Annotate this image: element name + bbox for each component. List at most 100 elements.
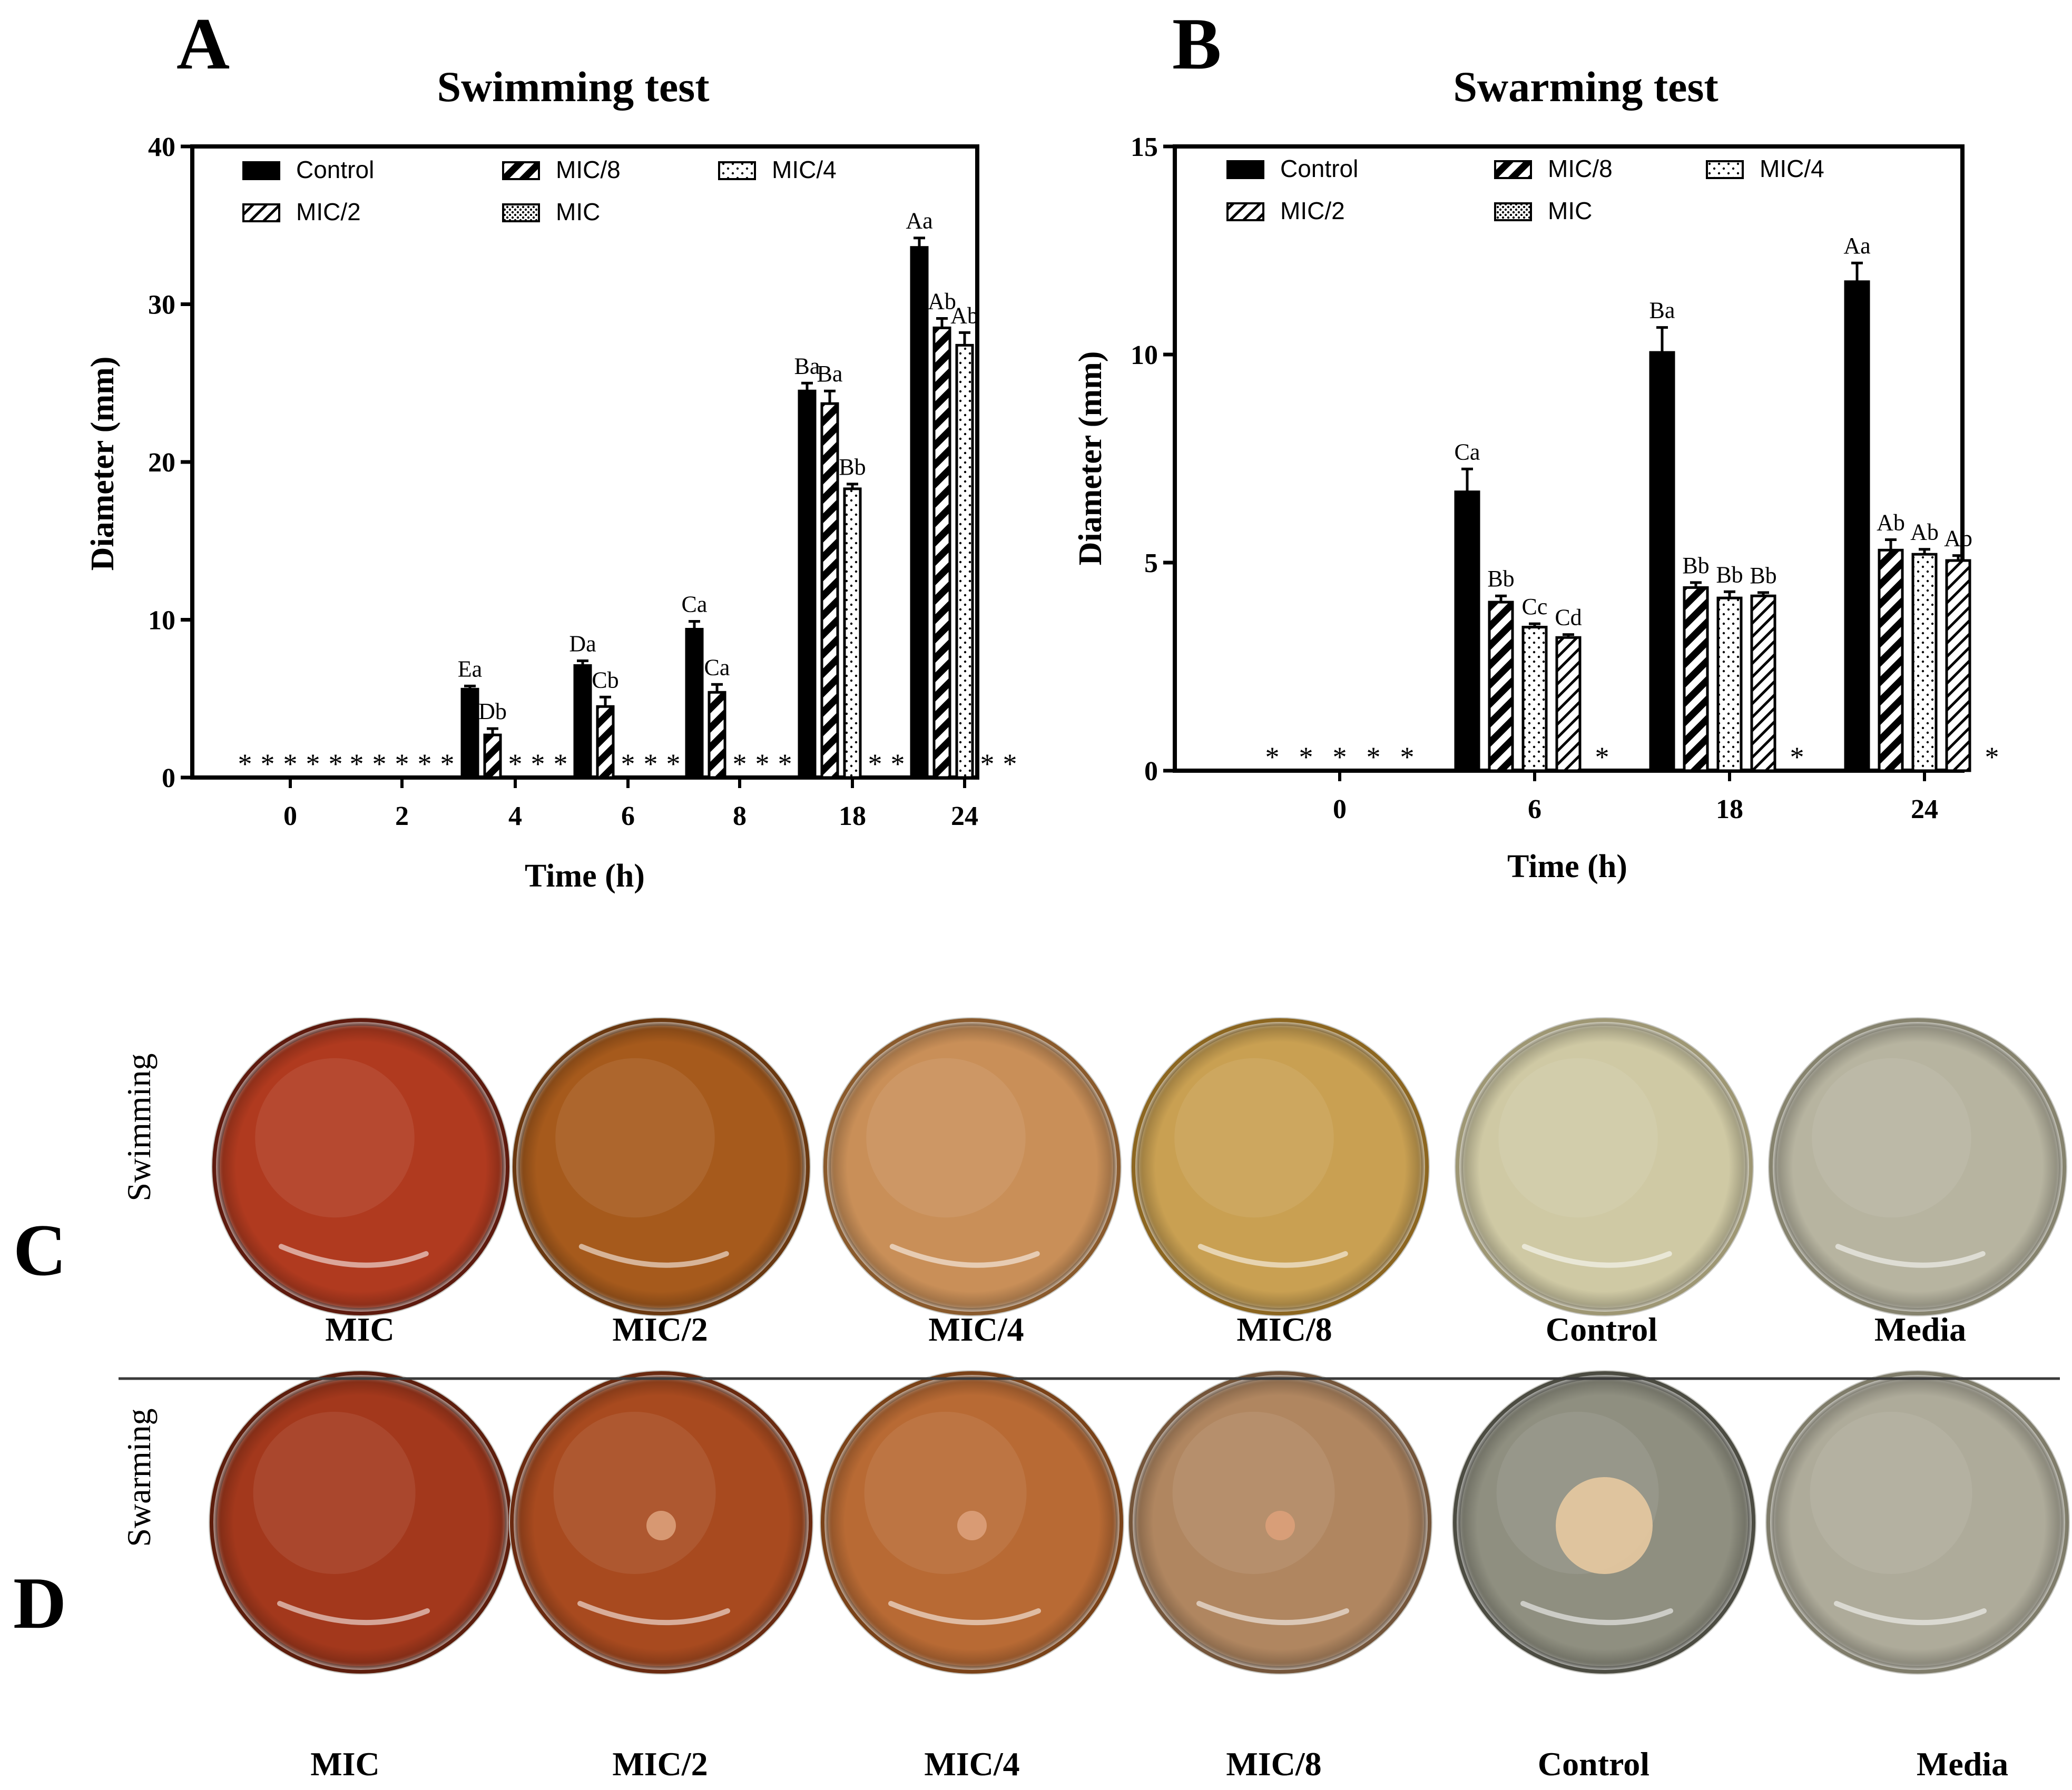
plate-glass	[1773, 1022, 2063, 1312]
panel-letter-b: B	[1172, 3, 1221, 85]
swarm-legend-swatch-control	[1226, 160, 1264, 179]
swarm-bar-mic-2-6	[1555, 636, 1582, 772]
swim-legend-swatch-control	[242, 161, 280, 180]
swim-legend-label-mic-8: MIC/8	[556, 156, 621, 183]
swarm-data-label-mic-8-6: Bb	[1487, 566, 1514, 592]
swarm-bar-control-24	[1844, 280, 1870, 772]
panel-letter-c: C	[13, 1209, 66, 1291]
swarm-ylabel: Diameter (mm)	[1073, 351, 1108, 566]
swim-asterisk-mic-8-0: *	[261, 748, 275, 780]
plate-glass	[1135, 1022, 1425, 1312]
swim-asterisk-mic-2: *	[440, 748, 455, 780]
swarm-bar-mic-8-24	[1878, 548, 1904, 772]
swim-asterisk-mic-2-6: *	[644, 748, 658, 780]
inoculation-spot	[957, 1511, 987, 1540]
plate-reflection	[277, 1601, 430, 1626]
swim-legend-swatch-mic-4	[718, 161, 756, 180]
panel-letter-a: A	[176, 3, 230, 85]
plate-caption-swarming-mic-4: MIC/4	[924, 1745, 1019, 1783]
swim-xlabel: Time (h)	[525, 858, 645, 894]
plate-caption-swimming-mic: MIC	[325, 1311, 395, 1348]
swim-bar-control-6	[573, 664, 592, 779]
swim-ytick-label: 30	[148, 290, 175, 320]
plate-glass	[1770, 1375, 2065, 1670]
swim-bar-mic-8-4	[483, 733, 502, 779]
swim-asterisk-mic-2-4: *	[531, 748, 545, 780]
swim-bar-control-4	[460, 687, 479, 779]
plate-caption-swimming-mic-2: MIC/2	[612, 1311, 708, 1348]
swim-xtick-label: 0	[283, 801, 297, 831]
swim-xtick-label: 18	[839, 801, 866, 831]
swim-legend-label-mic: MIC	[556, 198, 600, 225]
swarm-bar-mic-4-24	[1911, 553, 1938, 772]
swarm-data-label-mic-2-24: Ab	[1944, 526, 1972, 552]
swim-data-label-control-4: Ea	[458, 656, 482, 682]
swim-asterisk-mic-8-2: *	[372, 748, 387, 780]
swarm-asterisk-mic-8-0: *	[1299, 741, 1313, 773]
inoculation-spot	[646, 1511, 676, 1540]
plate-reflection	[889, 1244, 1040, 1268]
swim-data-label-mic-8-18: Ba	[817, 361, 843, 387]
swim-data-label-mic-8-24: Ab	[928, 288, 956, 314]
swim-data-label-mic-8-6: Cb	[592, 667, 618, 693]
swim-asterisk-mic-4-0: *	[283, 748, 298, 780]
petri-plate-swimming-mic-2	[512, 1017, 811, 1316]
swarm-bar-mic-8-6	[1488, 601, 1514, 772]
swarm-bar-mic-2-18	[1750, 594, 1776, 772]
swarm-data-label-mic-4-18: Bb	[1716, 562, 1743, 587]
swarm-legend-swatch-mic-2	[1226, 202, 1264, 221]
petri-plate-swimming-mic-4	[822, 1017, 1122, 1316]
swim-title: Swimming test	[437, 63, 709, 111]
swim-xtick-label: 2	[395, 801, 409, 831]
swim-legend-swatch-mic-2	[242, 203, 280, 222]
plate-reflection	[888, 1601, 1041, 1626]
row-label-swarming: Swarming	[120, 1408, 158, 1547]
swarming-chart: Swarming test Diameter (mm) Time (h) 0 5 10 15…	[1073, 63, 1999, 884]
swim-xtick-label: 6	[621, 801, 635, 831]
swim-asterisk-mic-24: *	[1003, 748, 1017, 780]
plate-caption-swimming-mic-4: MIC/4	[928, 1311, 1024, 1348]
swarm-xtick-label: 18	[1716, 794, 1743, 824]
panel-letter-d: D	[13, 1562, 66, 1644]
swarm-legend-label-control: Control	[1280, 155, 1358, 182]
plate-glass	[216, 1022, 506, 1312]
plate-glass	[213, 1375, 508, 1670]
plate-glass	[1459, 1022, 1749, 1312]
swarm-legend-label-mic-2: MIC/2	[1280, 197, 1345, 224]
swarm-data-label-mic-4-24: Ab	[1910, 519, 1939, 545]
petri-plate-swimming-mic-8	[1131, 1017, 1430, 1316]
swarm-asterisk-mic-2-0: *	[1367, 741, 1381, 773]
swarm-asterisk-control-0: *	[1265, 741, 1280, 773]
swarm-asterisk-mic-18: *	[1790, 741, 1804, 773]
swarm-data-label-mic-2-18: Bb	[1750, 563, 1776, 588]
plate-caption-swimming-media: Media	[1874, 1311, 1966, 1348]
swim-ylabel: Diameter (mm)	[85, 357, 121, 571]
swarm-asterisk-mic-6: *	[1595, 741, 1609, 773]
plate-reflection	[1834, 1601, 1987, 1626]
swim-asterisk-mic-2-0: *	[306, 748, 320, 780]
swarm-legend-label-mic-4: MIC/4	[1760, 155, 1824, 182]
swarm-bar-control-6	[1454, 490, 1480, 772]
swarm-legend-label-mic-8: MIC/8	[1548, 155, 1613, 182]
plate-caption-swimming-mic-8: MIC/8	[1236, 1311, 1332, 1348]
swarm-legend-swatch-mic-4	[1706, 160, 1744, 179]
petri-plate-swimming-control	[1455, 1017, 1754, 1316]
swim-ytick-label: 10	[148, 606, 175, 636]
swim-asterisk-control-2: *	[350, 748, 364, 780]
plate-glass	[516, 1022, 806, 1312]
petri-plate-swarming-mic-8	[1128, 1370, 1432, 1675]
row-label-swimming: Swimming	[120, 1054, 158, 1202]
swarm-data-label-mic-8-18: Bb	[1682, 553, 1709, 578]
petri-plate-swarming-mic	[209, 1370, 513, 1675]
swarm-bar-mic-4-18	[1716, 596, 1743, 772]
plate-reflection	[278, 1244, 429, 1268]
swarm-xlabel: Time (h)	[1507, 849, 1627, 884]
inoculation-spot	[1556, 1477, 1653, 1574]
swim-bar-mic-4-18	[843, 487, 862, 779]
plate-reflection	[1835, 1244, 1986, 1268]
swim-xtick-label: 8	[733, 801, 747, 831]
plate-reflection	[577, 1601, 730, 1626]
swim-bar-control-8	[685, 627, 704, 779]
